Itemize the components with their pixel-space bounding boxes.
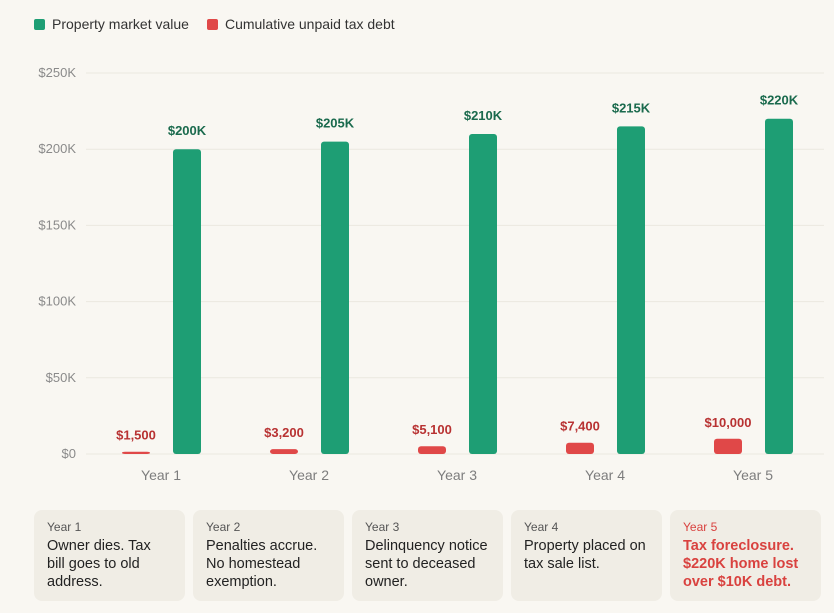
data-label-tax-debt: $1,500: [116, 428, 156, 443]
x-tick-label: Year 4: [585, 467, 625, 483]
timeline-card-year-2: Year 2 Penalties accrue. No homestead ex…: [193, 510, 344, 601]
chart-legend: Property market value Cumulative unpaid …: [34, 16, 395, 32]
timeline-card-year-3: Year 3 Delinquency notice sent to deceas…: [352, 510, 503, 601]
legend-item-tax-debt: Cumulative unpaid tax debt: [206, 16, 395, 32]
timeline-card-year: Year 5: [683, 520, 718, 534]
timeline-card-year: Year 3: [365, 520, 400, 534]
timeline-card-text: Owner dies. Tax bill goes to old address…: [47, 538, 151, 590]
legend-label-market-value: Property market value: [52, 16, 189, 32]
bar-market-value: [173, 149, 201, 454]
data-label-market-value: $200K: [168, 123, 207, 138]
bar-market-value: [469, 133, 497, 454]
x-tick-label: Year 3: [437, 467, 477, 483]
timeline-card-text: Tax foreclosure. $220K home lost over $1…: [683, 538, 799, 590]
timeline-card-year: Year 1: [47, 520, 82, 534]
legend-swatch-tax-debt: [206, 18, 218, 30]
y-tick-label: $150K: [38, 217, 76, 232]
bar-tax-debt: [566, 442, 594, 454]
y-tick-label: $250K: [38, 65, 76, 80]
bar-market-value: [617, 126, 645, 454]
data-label-market-value: $210K: [464, 108, 503, 123]
bar-tax-debt: [122, 451, 150, 454]
legend-swatch-market-value: [34, 18, 45, 30]
timeline-cards: Year 1 Owner dies. Tax bill goes to old …: [34, 510, 824, 601]
bar-tax-debt: [418, 446, 446, 454]
bar-tax-debt: [714, 438, 742, 454]
data-label-tax-debt: $10,000: [705, 415, 752, 430]
bar-market-value: [321, 141, 349, 454]
bar-tax-debt: [270, 449, 298, 454]
data-label-market-value: $220K: [760, 93, 799, 108]
data-label-market-value: $215K: [612, 100, 651, 115]
bar-market-value: [765, 118, 793, 454]
timeline-card-year: Year 4: [524, 520, 559, 534]
timeline-card-text: Delinquency notice sent to deceased owne…: [365, 538, 488, 590]
legend-label-tax-debt: Cumulative unpaid tax debt: [224, 16, 395, 32]
bar-chart: $0 $50K $100K $150K $200K $250K $1,500 $200K Yea…: [38, 65, 824, 483]
data-label-tax-debt: $3,200: [264, 425, 304, 440]
timeline-card-year-4: Year 4 Property placed on tax sale list.: [511, 510, 662, 601]
timeline-card-text: Penalties accrue. No homestead exemption…: [206, 538, 318, 590]
x-tick-label: Year 2: [289, 467, 329, 483]
data-label-tax-debt: $5,100: [412, 422, 452, 437]
data-label-market-value: $205K: [316, 116, 355, 131]
data-label-tax-debt: $7,400: [560, 419, 600, 434]
timeline-card-year: Year 2: [206, 520, 241, 534]
y-tick-label: $0: [62, 446, 76, 461]
y-tick-label: $100K: [38, 294, 76, 309]
y-tick-label: $200K: [38, 141, 76, 156]
legend-item-market-value: Property market value: [34, 16, 189, 32]
timeline-card-year-5: Year 5 Tax foreclosure. $220K home lost …: [670, 510, 821, 601]
x-tick-label: Year 1: [141, 467, 181, 483]
x-tick-label: Year 5: [733, 467, 773, 483]
timeline-card-year-1: Year 1 Owner dies. Tax bill goes to old …: [34, 510, 185, 601]
y-tick-label: $50K: [46, 370, 77, 385]
timeline-card-text: Property placed on tax sale list.: [524, 538, 646, 572]
